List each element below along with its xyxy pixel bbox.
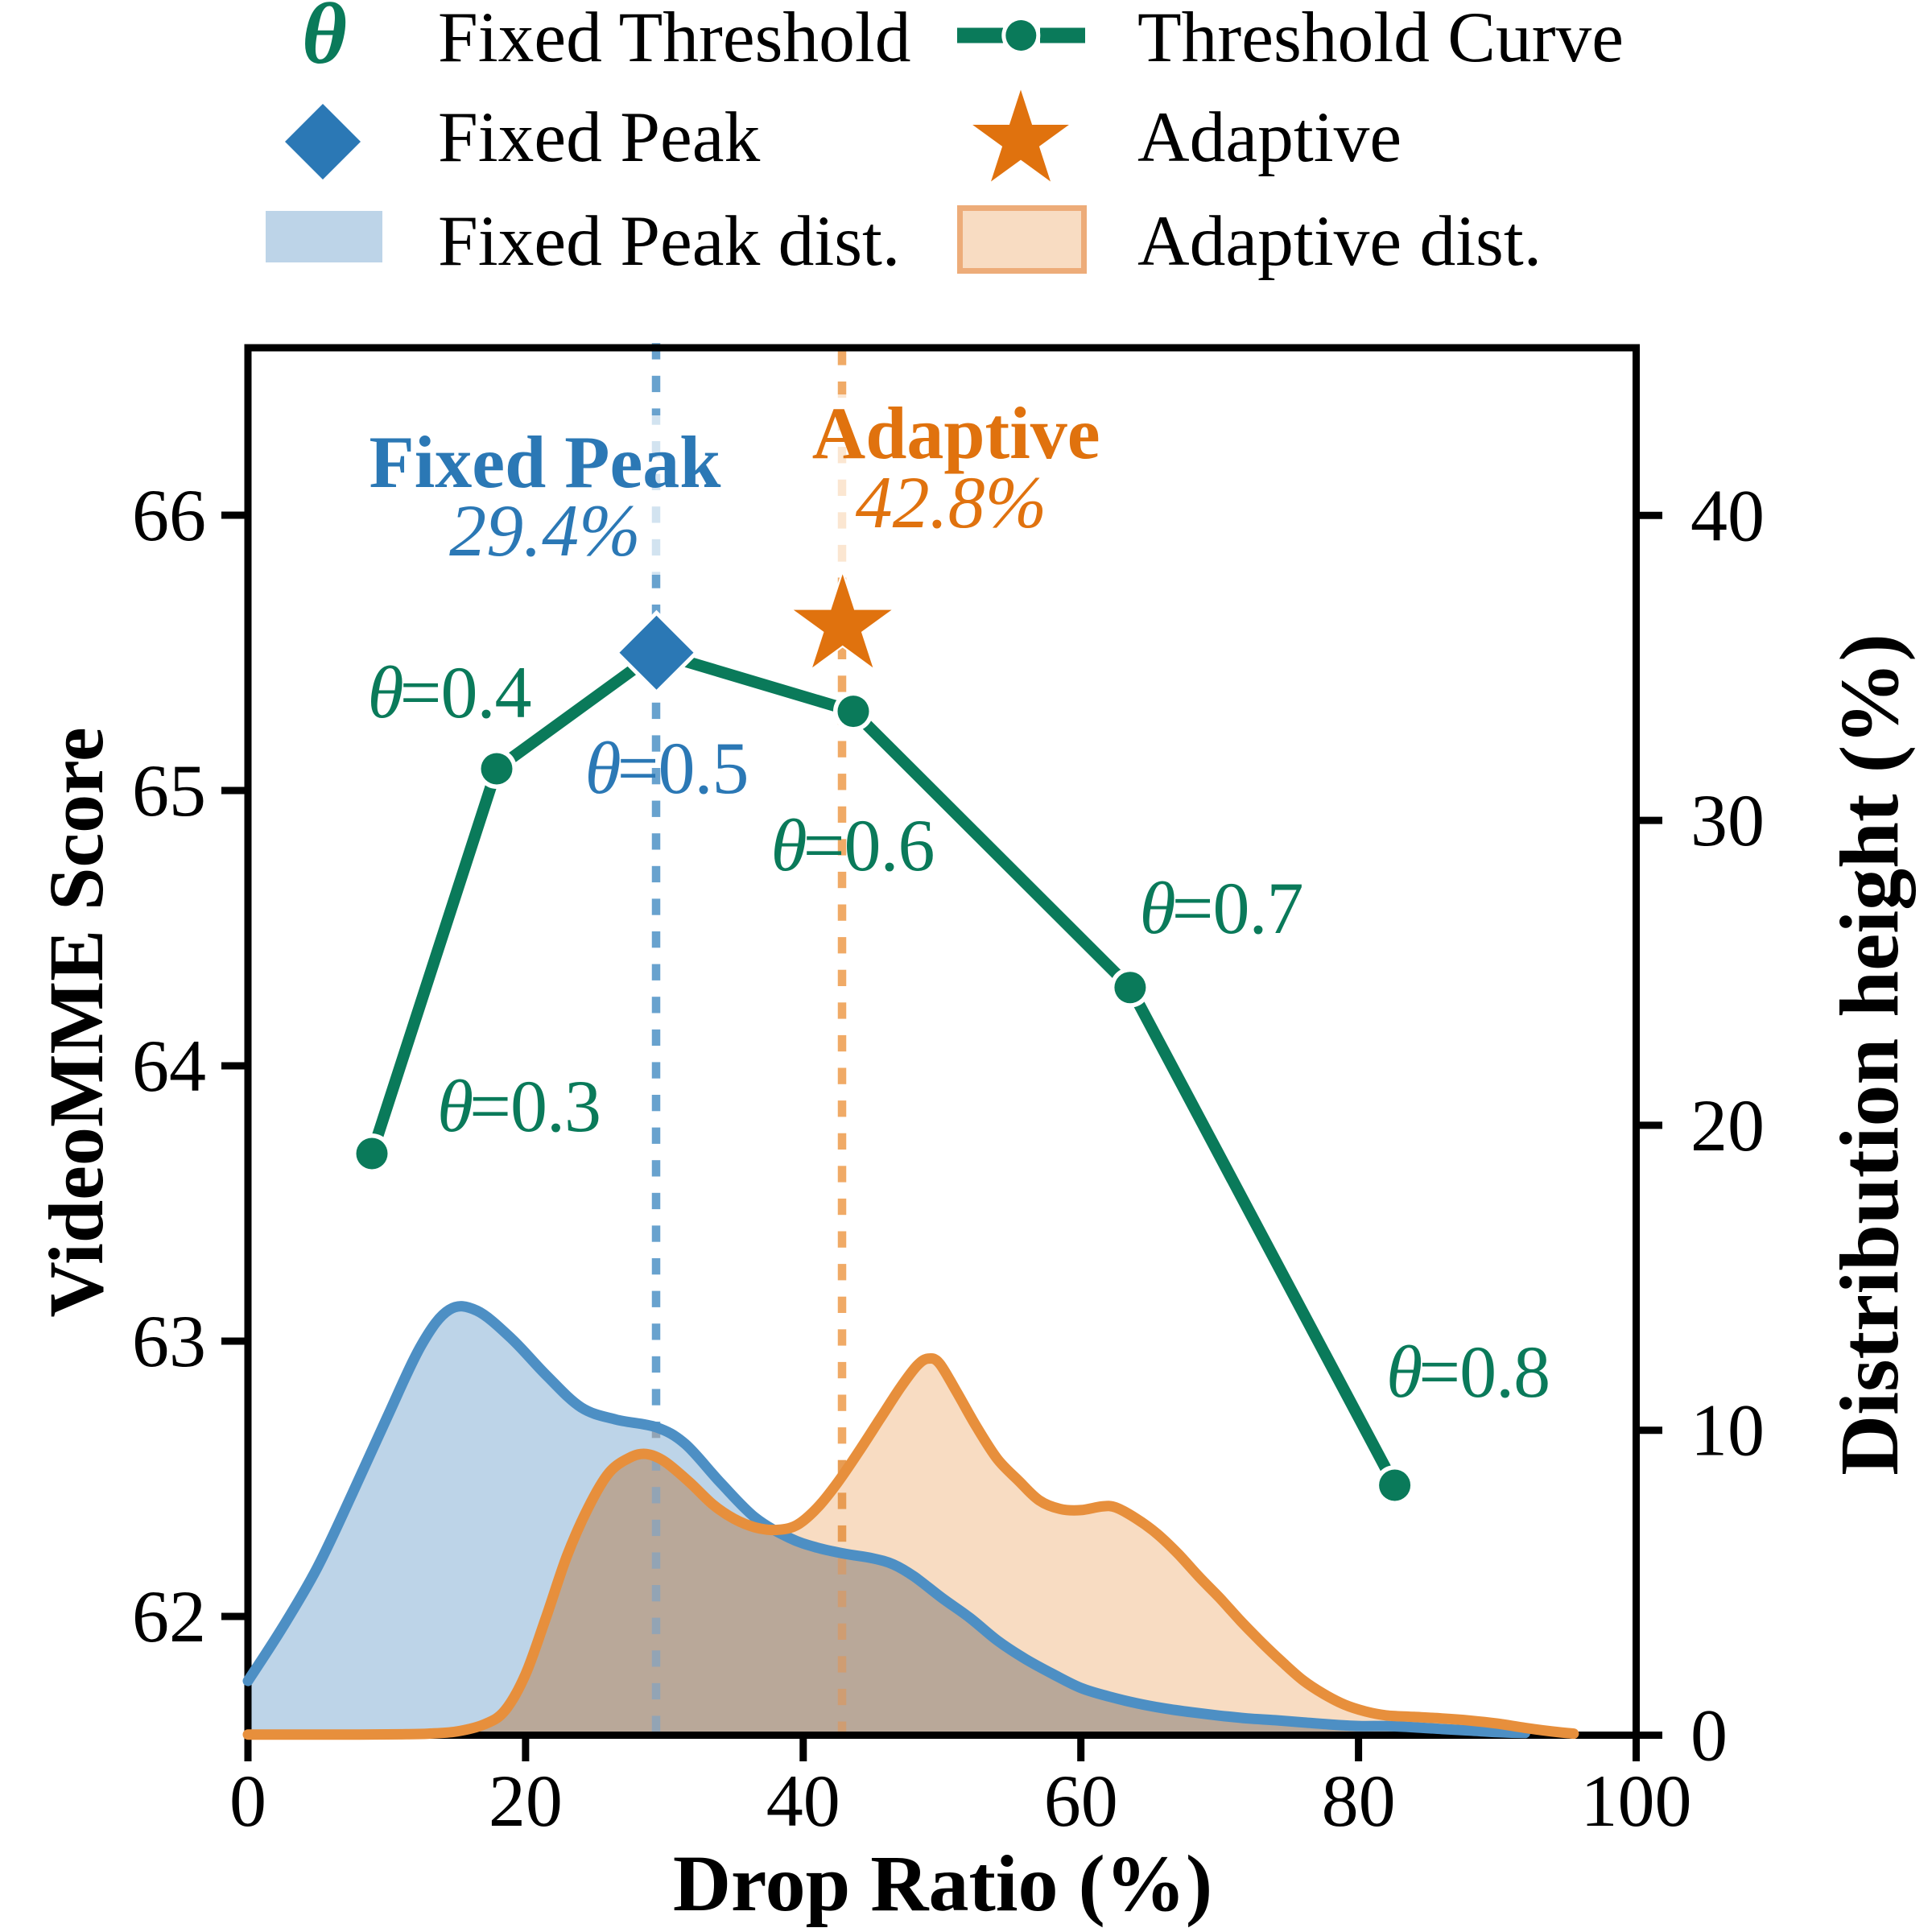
svg-text:30: 30 (1690, 779, 1765, 861)
svg-text:θ=0.7: θ=0.7 (1139, 867, 1302, 949)
svg-text:Adaptive: Adaptive (812, 392, 1100, 474)
svg-text:θ=0.8: θ=0.8 (1386, 1331, 1550, 1413)
svg-text:Fixed Peak: Fixed Peak (369, 421, 722, 503)
svg-text:65: 65 (132, 749, 206, 832)
svg-text:Distribution height (%): Distribution height (%) (1823, 634, 1916, 1476)
svg-text:40: 40 (1690, 474, 1765, 556)
svg-text:42.8%: 42.8% (856, 461, 1047, 543)
svg-text:10: 10 (1690, 1389, 1765, 1472)
svg-text:θ=0.5: θ=0.5 (584, 727, 748, 809)
svg-text:θ: θ (302, 0, 347, 82)
svg-text:66: 66 (132, 474, 206, 556)
svg-text:20: 20 (489, 1760, 563, 1842)
svg-text:Adaptive dist.: Adaptive dist. (1137, 201, 1542, 281)
svg-text:Fixed Threshold: Fixed Threshold (438, 0, 911, 77)
svg-text:Adaptive: Adaptive (1137, 97, 1402, 177)
svg-text:0: 0 (229, 1760, 266, 1842)
svg-text:Threshold Curve: Threshold Curve (1137, 0, 1624, 77)
svg-text:64: 64 (132, 1025, 206, 1107)
svg-text:62: 62 (132, 1575, 206, 1657)
svg-text:θ=0.3: θ=0.3 (437, 1065, 601, 1147)
svg-text:100: 100 (1581, 1760, 1692, 1842)
svg-text:θ=0.6: θ=0.6 (770, 804, 934, 886)
svg-text:29.4%: 29.4% (449, 489, 641, 572)
svg-text:63: 63 (132, 1300, 206, 1382)
svg-text:80: 80 (1322, 1760, 1396, 1842)
svg-text:Fixed Peak dist.: Fixed Peak dist. (438, 201, 900, 281)
svg-text:θ=0.4: θ=0.4 (367, 651, 530, 733)
svg-text:40: 40 (766, 1760, 840, 1842)
svg-text:0: 0 (1690, 1695, 1728, 1777)
svg-text:Fixed Peak: Fixed Peak (438, 97, 760, 177)
svg-text:20: 20 (1690, 1084, 1765, 1166)
svg-text:Drop Ratio (%): Drop Ratio (%) (673, 1839, 1212, 1928)
svg-text:VideoMME Score: VideoMME Score (33, 727, 119, 1317)
svg-text:60: 60 (1044, 1760, 1118, 1842)
